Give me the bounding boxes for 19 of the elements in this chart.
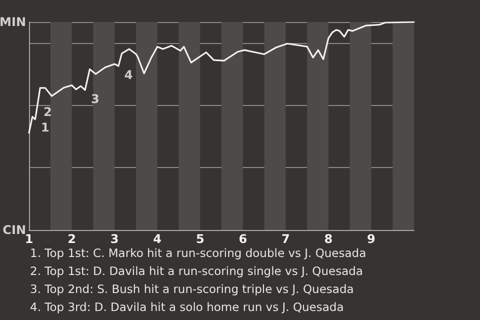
x-tick-label: 7 [281, 232, 290, 246]
x-tick-label: 6 [238, 232, 248, 246]
text: CIN [2, 222, 26, 238]
x-tick-label: 2 [68, 232, 76, 246]
text: 1. Top 1st: C. Marko hit a run-scoring double vs J. Quesada [30, 245, 366, 262]
x-tick-label: 8 [324, 232, 333, 246]
x-tick-label: 5 [196, 232, 204, 246]
x-tick-label: 9 [367, 232, 376, 246]
text: MIN [0, 14, 26, 30]
x-tick-label: 4 [153, 232, 162, 246]
x-tick-label: 3 [110, 232, 119, 246]
annotation: 1 [40, 120, 50, 134]
text: 2. Top 1st: D. Davila hit a run-scoring single vs J. Quesada [30, 263, 364, 280]
annotation: 3 [91, 92, 100, 106]
annotation: 4 [124, 68, 133, 82]
text: 4. Top 3rd: D. Davila hit a solo home run vs J. Quesada [30, 299, 345, 316]
x-tick-label: 1 [24, 232, 34, 246]
text: 3. Top 2nd: S. Bush hit a run-scoring triple vs J. Quesada [30, 281, 355, 298]
annotation: 2 [44, 105, 52, 120]
